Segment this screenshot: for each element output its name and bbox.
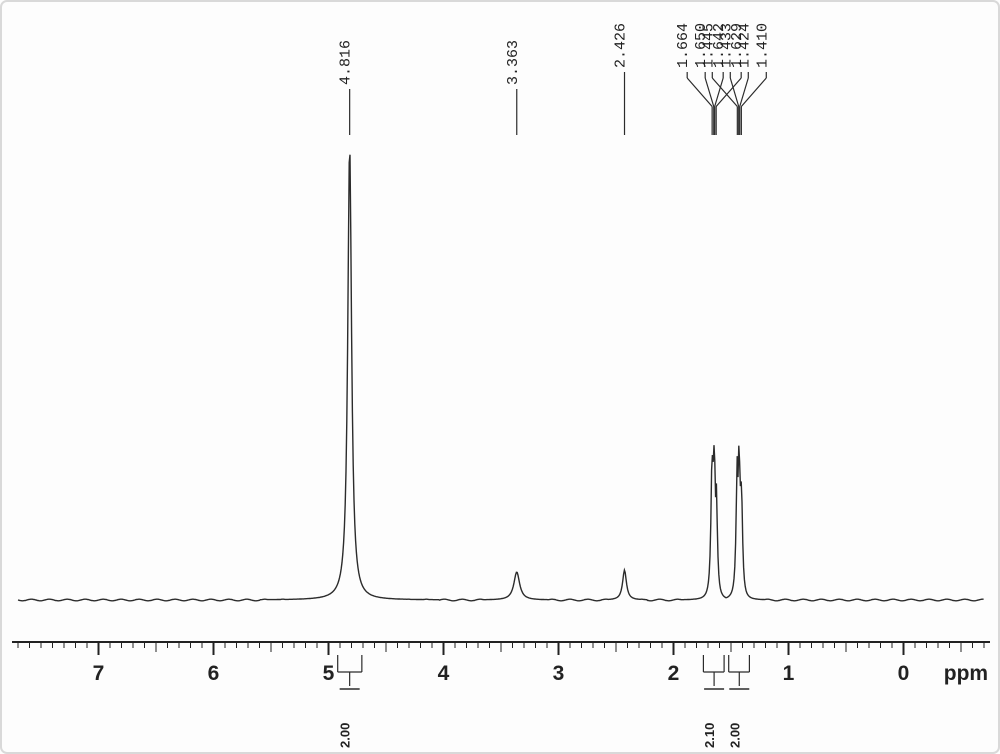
peak-label: 2.426: [613, 23, 630, 68]
peak-label: 1.410: [754, 23, 771, 68]
peak-label: 1.664: [675, 23, 692, 68]
x-tick-label: 4: [438, 662, 450, 685]
x-tick-label: 5: [323, 662, 335, 685]
integral-value: 2.10: [702, 723, 717, 748]
x-tick-label: 0: [898, 662, 910, 685]
x-axis-label: ppm: [944, 662, 988, 685]
chart-svg: 76543210ppm4.8163.3632.4261.6641.6501.64…: [0, 0, 1000, 754]
integral-value: 2.00: [338, 723, 353, 748]
x-tick-label: 1: [783, 662, 795, 685]
peak-label: 3.363: [505, 40, 522, 85]
x-tick-label: 2: [668, 662, 680, 685]
peak-label: 1.433: [718, 23, 735, 68]
integral-value: 2.00: [727, 723, 742, 748]
peak-label: 1.424: [736, 23, 753, 68]
nmr-spectrum-figure: 76543210ppm4.8163.3632.4261.6641.6501.64…: [0, 0, 1000, 754]
peak-label: 4.816: [338, 40, 355, 85]
x-tick-label: 7: [93, 662, 105, 685]
peak-label: 1.445: [700, 23, 717, 68]
x-tick-label: 3: [553, 662, 565, 685]
x-tick-label: 6: [208, 662, 220, 685]
